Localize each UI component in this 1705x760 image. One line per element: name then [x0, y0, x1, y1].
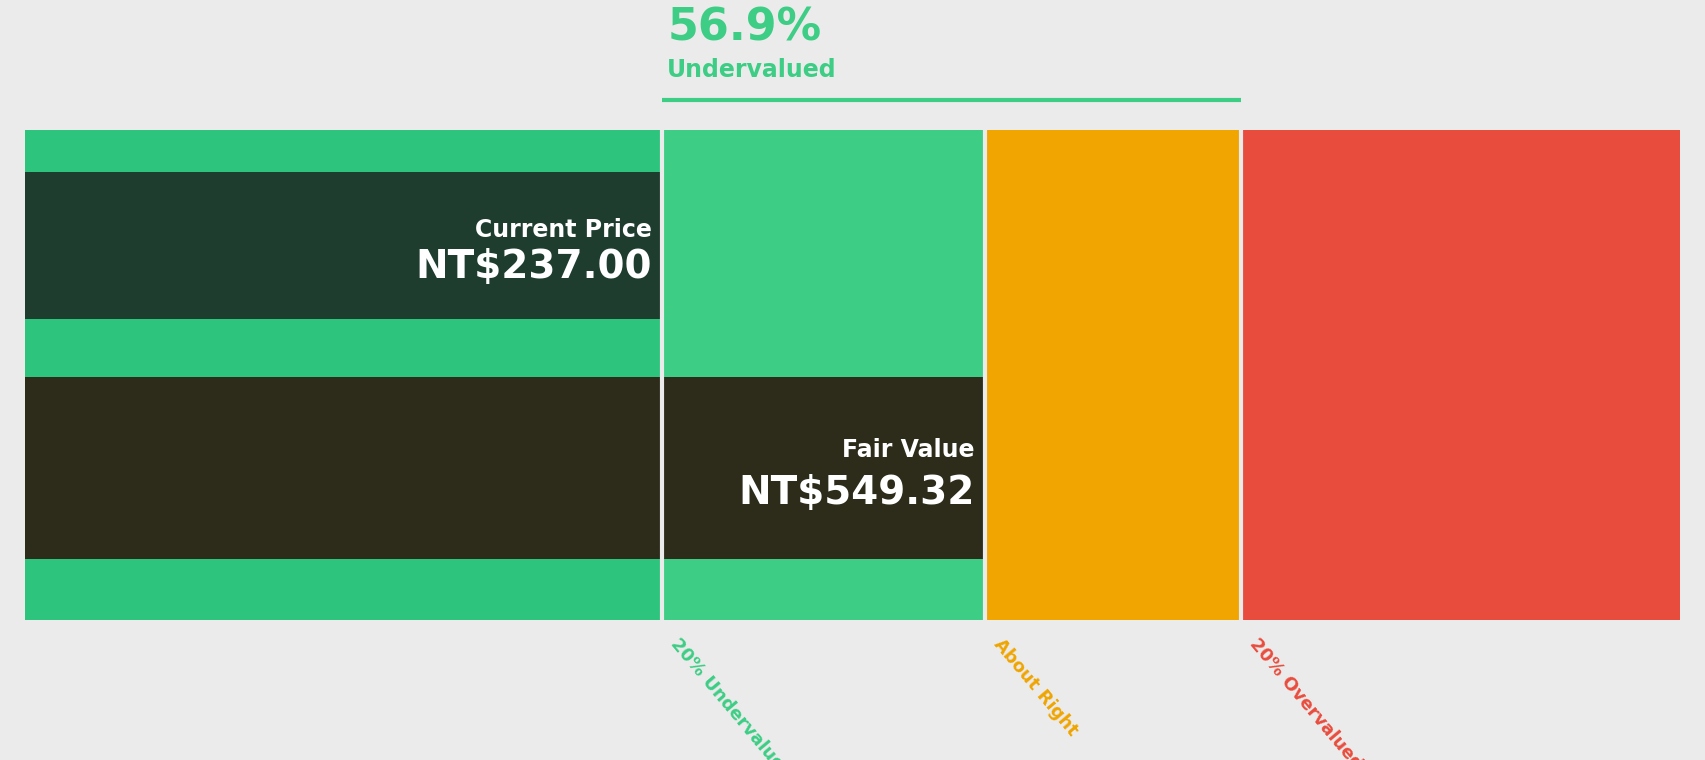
Text: NT$549.32: NT$549.32 — [738, 474, 974, 512]
Bar — [662, 596, 984, 620]
Bar — [984, 346, 1241, 375]
Bar — [984, 596, 1241, 620]
Text: Current Price: Current Price — [476, 218, 651, 242]
Bar — [984, 130, 1241, 154]
Bar — [662, 130, 984, 154]
Bar — [26, 130, 662, 154]
Bar — [1241, 346, 1679, 375]
Text: NT$237.00: NT$237.00 — [416, 249, 651, 287]
Bar — [26, 596, 662, 620]
Text: Undervalued: Undervalued — [667, 58, 837, 82]
Text: 20% Undervalued: 20% Undervalued — [667, 635, 795, 760]
Text: 56.9%: 56.9% — [667, 7, 820, 49]
Bar — [662, 346, 984, 375]
Text: About Right: About Right — [989, 635, 1081, 739]
Bar — [26, 130, 662, 620]
Bar — [1241, 596, 1679, 620]
Bar — [662, 130, 984, 620]
Bar — [26, 172, 662, 318]
Bar — [1241, 130, 1679, 620]
Bar — [26, 378, 984, 559]
Bar — [26, 346, 662, 375]
Bar — [984, 130, 1241, 620]
Text: Fair Value: Fair Value — [842, 438, 974, 462]
Bar — [1241, 130, 1679, 154]
Text: 20% Overvalued: 20% Overvalued — [1246, 635, 1366, 760]
